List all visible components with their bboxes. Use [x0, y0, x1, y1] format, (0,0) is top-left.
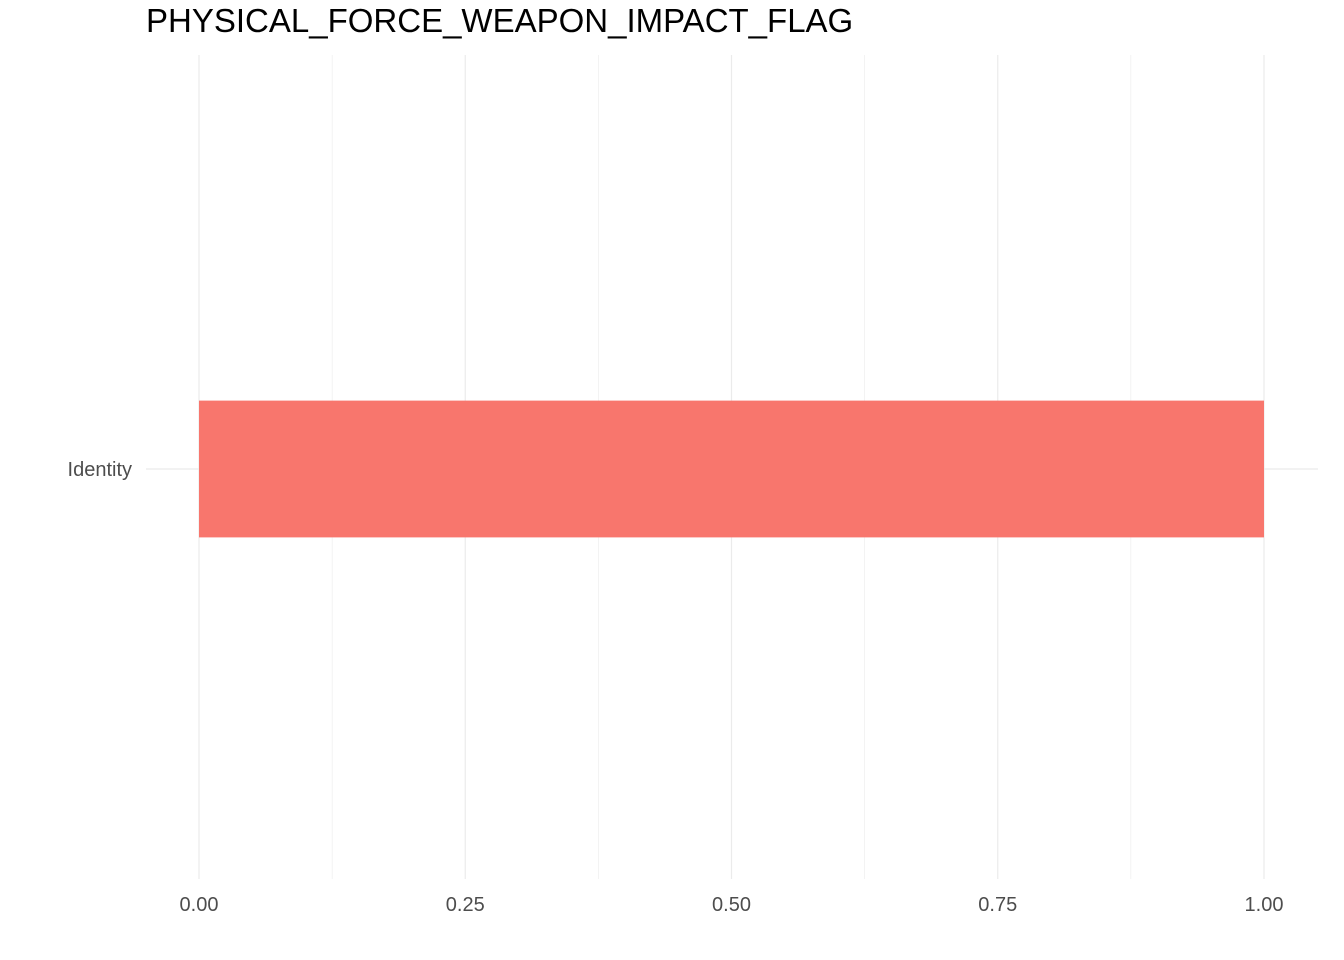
x-axis-tick-labels: 0.00 0.25 0.50 0.75 1.00 [180, 894, 1284, 916]
x-tick-label: 1.00 [1245, 894, 1284, 916]
y-axis-tick-labels: Identity [68, 459, 132, 481]
x-tick-label: 0.50 [712, 894, 751, 916]
bars [199, 400, 1264, 538]
x-tick-label: 0.00 [180, 894, 219, 916]
x-tick-label: 0.75 [978, 894, 1017, 916]
y-tick-label: Identity [68, 459, 132, 481]
x-tick-label: 0.25 [446, 894, 485, 916]
chart-title: PHYSICAL_FORCE_WEAPON_IMPACT_FLAG [146, 2, 854, 39]
bar [199, 400, 1264, 538]
